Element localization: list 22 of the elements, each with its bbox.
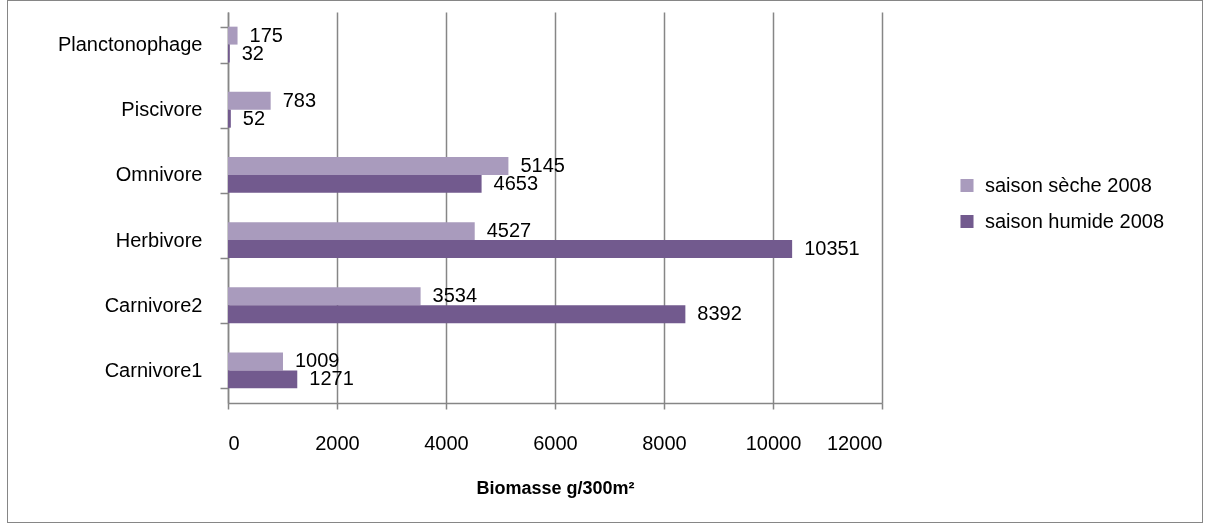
x-tick-label: 12000 [826, 431, 883, 454]
data-label: 4527 [486, 219, 532, 242]
data-label: 3534 [432, 284, 478, 307]
x-axis-title: Biomasse g/300m² [476, 477, 635, 498]
data-label: 10351 [804, 237, 860, 260]
y-tick-label: Carnivore1 [104, 358, 203, 381]
x-tick-label: 4000 [424, 431, 469, 454]
y-tick-label: Carnivore2 [104, 293, 203, 316]
data-label: 52 [242, 106, 266, 129]
data-label: 8392 [697, 302, 742, 325]
x-tick-label: 8000 [642, 431, 687, 454]
x-tick-label: 2000 [315, 431, 360, 454]
y-tick-label: Herbivore [115, 228, 203, 251]
data-label: 783 [282, 88, 317, 111]
y-tick-label: Planctonophage [57, 33, 203, 56]
y-tick-label: Omnivore [115, 163, 203, 186]
x-tick-label: 10000 [745, 431, 802, 454]
legend-label: saison sèche 2008 [985, 173, 1152, 196]
y-tick-label: Piscivore [121, 98, 203, 121]
legend-label: saison humide 2008 [985, 209, 1165, 232]
x-tick-label: 0 [228, 431, 240, 454]
x-tick-label: 6000 [533, 431, 578, 454]
